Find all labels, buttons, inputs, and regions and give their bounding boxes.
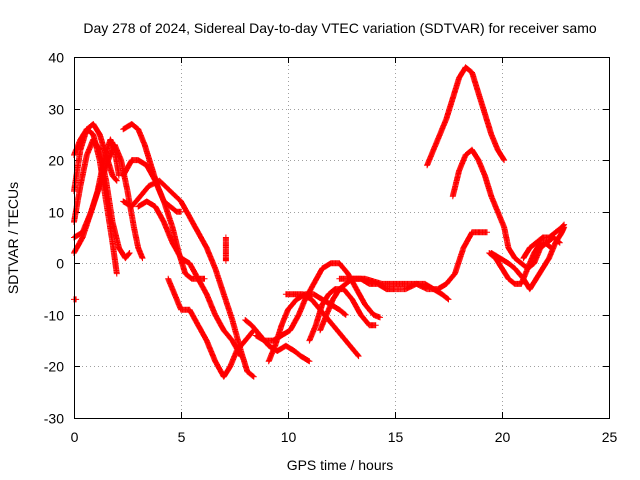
x-tick-label: 10: [281, 429, 297, 445]
x-axis-label: GPS time / hours: [287, 457, 394, 473]
series-track-21: [449, 146, 563, 272]
x-tick-label: 20: [495, 429, 511, 445]
point-markers: [449, 146, 563, 272]
point-markers: [71, 296, 80, 303]
point-markers: [165, 275, 257, 380]
series-track-23: [488, 224, 568, 293]
series-track-9: [120, 121, 184, 215]
point-markers: [488, 224, 568, 293]
series-track-14: [252, 260, 383, 344]
point-markers: [120, 121, 184, 215]
series-track-12: [222, 234, 229, 264]
x-tick-label: 25: [602, 429, 618, 445]
point-markers: [135, 198, 244, 360]
y-axis-label: SDTVAR / TECUs: [5, 182, 21, 294]
y-tick-label: -20: [44, 359, 64, 375]
series-track-6: [71, 296, 80, 303]
data-points: [71, 64, 568, 380]
point-markers: [222, 234, 229, 264]
y-tick-label: 0: [56, 256, 64, 272]
y-tick-label: -10: [44, 308, 64, 324]
series-track-20: [424, 64, 508, 169]
series-track-19: [336, 275, 452, 303]
x-tick-label: 15: [388, 429, 404, 445]
y-tick-label: 30: [48, 102, 64, 118]
series-track-24: [520, 221, 568, 262]
series-track-10: [165, 275, 257, 380]
point-markers: [252, 260, 383, 344]
point-markers: [520, 221, 568, 262]
grid: [74, 57, 609, 418]
axis-ticks: 0 5 10 15 20 25 40 30 20 10 0 -10 -20 -30: [44, 50, 618, 446]
x-tick-label: 0: [71, 429, 79, 445]
point-markers: [336, 275, 452, 303]
x-tick-label: 5: [178, 429, 186, 445]
y-tick-label: 40: [48, 50, 64, 66]
y-tick-label: 20: [48, 153, 64, 169]
y-tick-label: -30: [44, 411, 64, 427]
series-track-11: [135, 198, 244, 360]
plot-frame: [74, 57, 610, 419]
chart-title: Day 278 of 2024, Sidereal Day-to-day VTE…: [83, 20, 596, 36]
point-markers: [424, 64, 508, 169]
y-tick-label: 10: [48, 205, 64, 221]
